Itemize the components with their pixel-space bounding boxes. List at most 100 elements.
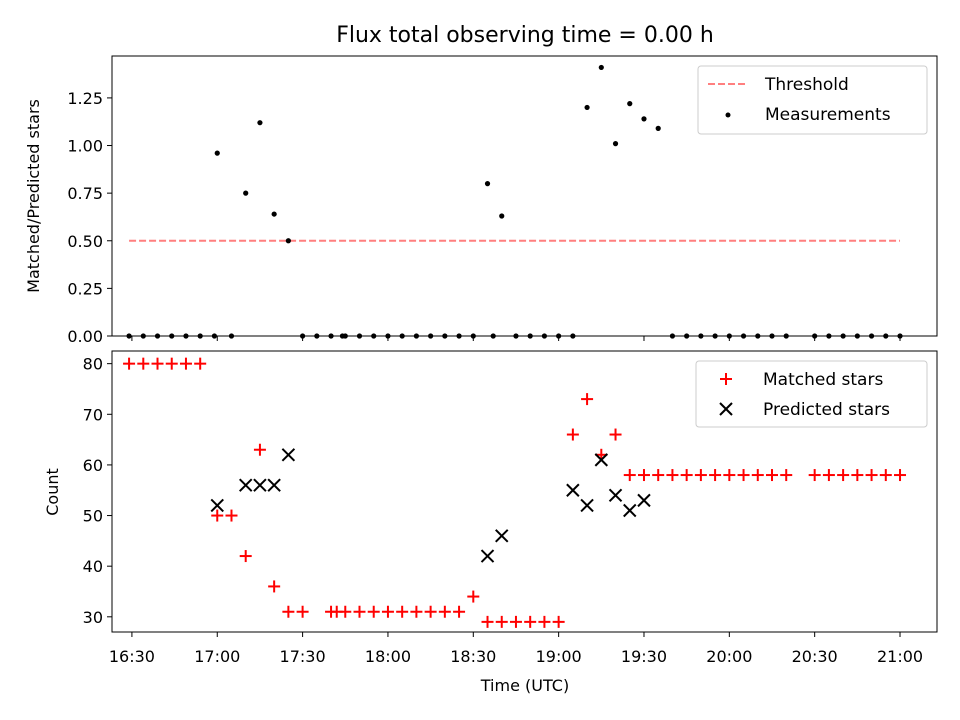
x-tick-label: 18:00 [365,647,411,666]
x-tick-label: 21:00 [877,647,923,666]
x-tick-label: 17:00 [194,647,240,666]
predicted-star-marker [281,448,296,462]
count-y-axis-label: Count [43,468,62,516]
matched-star-marker [239,550,252,563]
predicted-star-marker [480,549,495,563]
count-plot-frame [111,350,938,633]
matched-star-marker [253,443,266,456]
ratio-y-axis-label: Matched/Predicted stars [24,99,43,293]
matched-star-marker [709,469,722,482]
matched-star-marker [723,469,736,482]
predicted-star-marker [495,529,509,543]
count-legend: Matched stars Predicted stars [695,360,928,428]
x-tick-label: 18:30 [450,647,496,666]
predicted-star-marker [210,498,224,513]
matched-star-marker [581,393,594,406]
count-y-tick-label: 80 [83,355,103,374]
matched-star-marker [552,615,565,628]
matched-star-marker [808,469,821,482]
matched-star-marker [396,605,409,618]
ratio-y-tick-label: 1.25 [67,89,103,108]
measurement-point [655,125,661,131]
matched-star-marker [652,469,665,482]
matched-star-marker [410,605,423,618]
legend-predicted-label: Predicted stars [763,400,890,420]
matched-star-marker [766,469,778,482]
matched-star-marker [453,605,466,618]
legend-measurement-label: Measurements [765,105,891,125]
measurement-point [214,150,220,156]
measurement-point [257,120,263,126]
ratio-y-tick-label: 0.25 [67,279,103,298]
x-tick-label: 16:30 [109,647,155,666]
ratio-legend-box [697,65,928,135]
matched-star-marker [282,605,295,618]
matched-star-marker [509,615,522,628]
matched-star-marker [467,590,480,603]
matched-star-marker [179,357,192,370]
predicted-star-marker [253,478,267,492]
matched-star-marker [339,605,352,618]
matched-star-marker [737,469,750,482]
matched-star-marker [879,469,892,482]
predicted-star-marker [594,453,609,467]
measurement-point [598,64,604,71]
matched-star-marker [666,469,679,482]
legend-matched-swatch [720,373,732,385]
x-tick-label: 20:00 [706,647,752,666]
matched-star-marker [165,357,178,370]
count-y-tick-label: 70 [83,405,103,424]
matched-star-marker [438,605,451,618]
ratio-y-tick-label: 0.00 [67,327,103,346]
predicted-star-marker [623,503,637,518]
x-tick-label: 17:30 [280,647,326,666]
matched-star-marker [123,357,136,370]
predicted-star-marker [580,498,594,513]
matched-star-marker [296,605,309,618]
matched-star-marker [194,357,207,370]
ratio-y-tick-label: 0.50 [67,232,103,251]
count-legend-box [695,360,928,428]
matched-star-marker [137,357,150,370]
matched-star-marker [609,428,622,441]
measurement-point [285,238,291,244]
measurement-point [484,181,491,187]
legend-matched-label: Matched stars [763,370,883,390]
matched-star-marker [495,615,508,628]
chart-title: Flux total observing time = 0.00 h [336,23,714,48]
legend-measurement-swatch [725,112,731,118]
measurement-point [612,141,619,147]
measurement-point [243,190,249,196]
count-y-tick-label: 60 [83,456,103,475]
count-y-tick-label: 50 [83,507,103,526]
predicted-star-marker [238,478,253,492]
predicted-star-marker [267,478,281,492]
ratio-y-tick-label: 1.00 [67,137,103,156]
matched-star-marker [623,469,636,482]
count-y-tick-label: 30 [83,608,103,627]
legend-predicted-swatch [719,402,733,416]
measurement-point [271,211,277,217]
count-y-tick-label: 40 [83,557,103,576]
matched-star-marker [538,615,551,628]
matched-star-marker [751,469,764,482]
legend-threshold-label: Threshold [764,75,849,95]
x-tick-label: 19:00 [536,647,582,666]
measurement-point [627,101,633,107]
x-axis-label: Time (UTC) [480,676,569,695]
measurement-point [499,213,505,219]
count-panel: 30 40 50 60 70 80 16:30 17:00 17:30 18:00 18:30 19… [43,350,938,695]
matched-star-marker [367,605,380,618]
matched-star-marker [211,509,224,522]
ratio-legend: Threshold Measurements [697,65,928,135]
matched-star-marker [481,615,494,628]
matched-star-marker [822,469,835,482]
predicted-star-marker [637,493,651,508]
matched-star-marker [837,469,850,482]
matched-star-marker [780,469,793,482]
matched-star-marker [566,428,579,441]
measurement-point [584,104,590,111]
predicted-star-marker [608,488,623,503]
matched-star-marker [680,469,693,482]
matched-star-marker [424,605,437,618]
